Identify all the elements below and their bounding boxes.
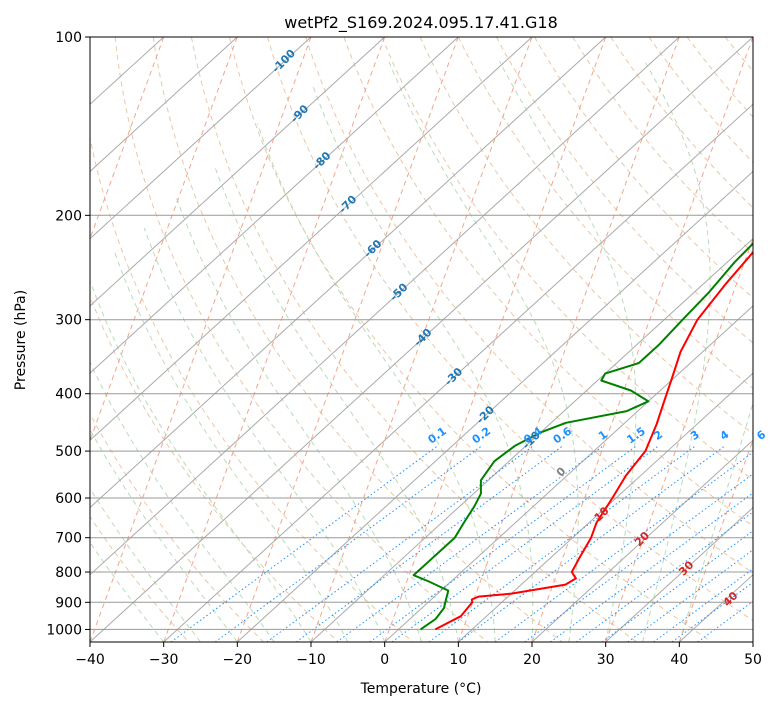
y-tick-label: 900	[55, 595, 82, 611]
x-axis-ticks: −40 −30 −20 −10 0 10 20 30 40 50	[75, 642, 762, 668]
dry-adiabat	[610, 37, 753, 209]
x-axis-label: Temperature (°C)	[360, 681, 482, 697]
x-tick-label: −20	[223, 652, 253, 668]
isotherm	[90, 37, 312, 240]
mixing-ratio-line	[550, 492, 753, 642]
moist-adiabat	[499, 61, 637, 642]
dry-adiabat	[229, 37, 712, 642]
x-tick-label: 10	[449, 652, 467, 668]
dry-adiabat	[90, 135, 414, 642]
dewpoint-profile	[412, 242, 753, 631]
moist-adiabat	[175, 195, 422, 642]
x-tick-label: 40	[670, 652, 688, 668]
isotherm	[90, 37, 386, 307]
mixing-ratio-line	[296, 445, 563, 642]
y-tick-label: 1000	[46, 622, 82, 638]
moist-adiabat	[642, 61, 711, 642]
profiles	[412, 242, 753, 631]
moist-adiabat	[90, 487, 201, 642]
mixing-ratio-label: 6	[754, 428, 768, 443]
dry-adiabat	[495, 37, 753, 344]
background-lines	[90, 37, 775, 642]
y-tick-label: 200	[55, 208, 82, 224]
mixing-ratio-line	[266, 445, 534, 642]
x-tick-label: −40	[75, 652, 105, 668]
dry-adiabat	[90, 412, 264, 642]
isotherm	[163, 103, 753, 642]
dry-adiabat	[152, 37, 563, 642]
y-tick-label: 700	[55, 531, 82, 547]
moist-adiabat	[388, 61, 579, 642]
moist-adiabat	[311, 83, 534, 642]
moist-adiabat	[90, 361, 275, 642]
dry-adiabat	[267, 37, 753, 622]
moist-adiabat	[90, 428, 238, 642]
moist-adiabat	[90, 541, 165, 642]
moist-adiabat	[90, 279, 312, 642]
moist-adiabat	[143, 227, 386, 642]
dry-adiabat	[190, 37, 638, 642]
mixing-ratio-line	[494, 451, 753, 642]
dry-adiabat	[381, 37, 753, 481]
x-tick-label: 0	[380, 652, 389, 668]
dry-adiabat	[763, 37, 775, 642]
isotherm	[531, 439, 753, 642]
y-tick-label: 800	[55, 565, 82, 581]
y-tick-label: 100	[55, 30, 82, 46]
mixing-ratio-line	[575, 511, 753, 642]
dry-adiabat	[305, 37, 753, 574]
isotherm	[310, 237, 753, 642]
y-axis-ticks: 100 200 300 400 500 600 700 800 900 1000	[46, 30, 90, 638]
mixing-ratio-line	[214, 445, 482, 642]
y-tick-label: 500	[55, 444, 82, 460]
mixing-ratio-line	[458, 445, 726, 642]
x-tick-label: −30	[149, 652, 179, 668]
x-tick-label: −10	[296, 652, 326, 668]
y-tick-label: 400	[55, 387, 82, 403]
plot-frame	[89, 36, 754, 643]
temperature-profile	[434, 250, 753, 631]
dry-adiabat	[343, 37, 753, 527]
isotherm	[384, 305, 753, 642]
moist-adiabat	[214, 165, 459, 642]
mixing-ratio-line	[428, 445, 696, 642]
isotherm	[752, 641, 753, 642]
isotherm	[90, 37, 459, 374]
y-tick-label: 300	[55, 313, 82, 329]
mixing-ratio-line	[170, 445, 438, 642]
chart-title: wetPf2_S169.2024.095.17.41.G18	[284, 13, 558, 33]
isotherm	[90, 37, 680, 576]
mixing-ratio-line	[524, 473, 753, 642]
moist-adiabat	[113, 251, 349, 642]
isotherm	[605, 506, 753, 642]
dry-adiabat	[90, 515, 190, 642]
isotherm	[457, 372, 753, 642]
isotherm	[90, 37, 533, 442]
isotherm	[90, 37, 607, 509]
dry-adiabat	[114, 37, 488, 642]
isotherm	[236, 170, 753, 642]
x-tick-label: 20	[523, 652, 541, 668]
y-tick-label: 600	[55, 491, 82, 507]
mixing-ratio-line	[391, 445, 659, 642]
x-tick-label: 30	[597, 652, 615, 668]
isotherm	[90, 37, 753, 642]
x-tick-label: 50	[744, 652, 762, 668]
dry-adiabat	[648, 37, 753, 164]
isoline-coral	[752, 640, 753, 642]
isotherm	[90, 37, 238, 173]
mixing-ratio-line	[369, 445, 637, 642]
mixing-ratio-line	[336, 445, 604, 642]
dry-adiabat	[534, 37, 753, 299]
y-axis-label: Pressure (hPa)	[13, 290, 29, 390]
mixing-ratio-line	[601, 530, 753, 642]
pressure-grid	[90, 37, 753, 630]
